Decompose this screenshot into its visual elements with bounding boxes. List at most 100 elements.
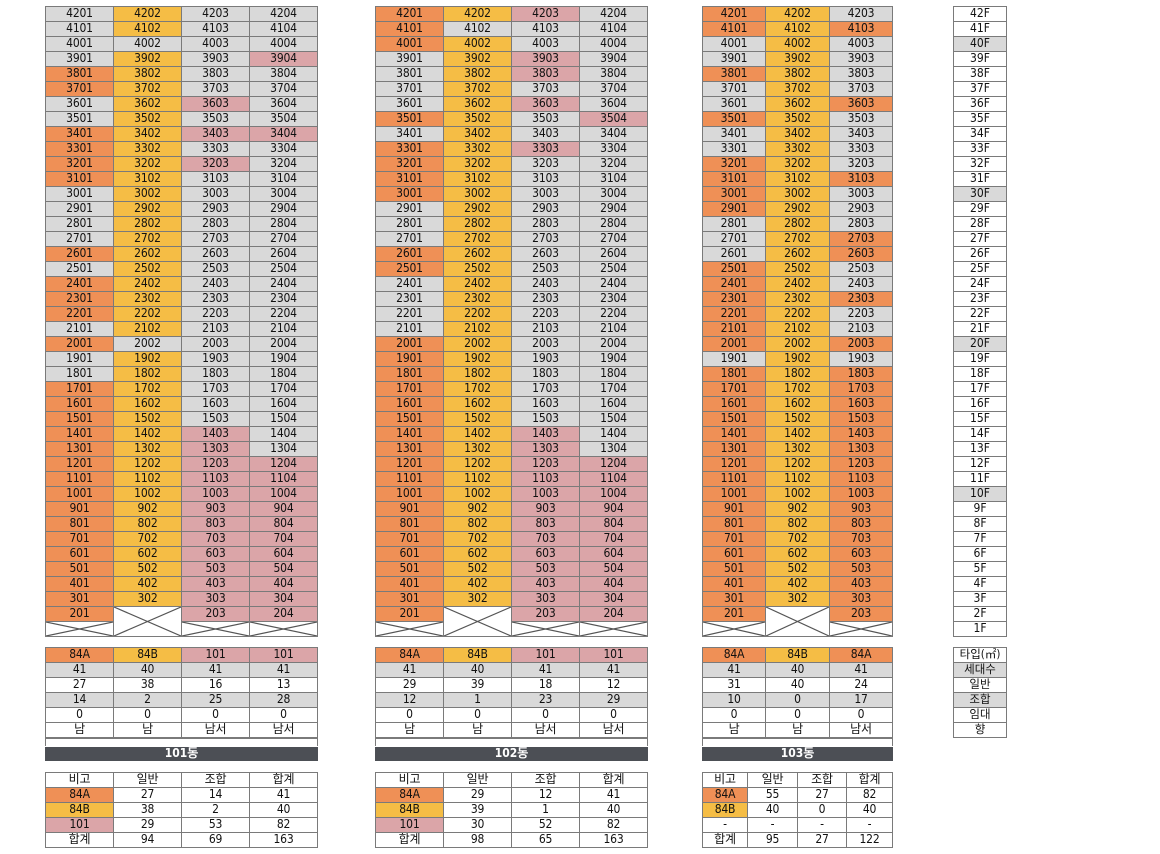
- unit-cell[interactable]: 2901: [702, 201, 766, 217]
- unit-cell[interactable]: 3204: [579, 156, 648, 172]
- unit-cell[interactable]: 1504: [579, 411, 648, 427]
- unit-cell[interactable]: 1503: [829, 411, 893, 427]
- unit-cell[interactable]: 2501: [702, 261, 766, 277]
- unit-cell[interactable]: 501: [375, 561, 444, 577]
- unit-cell[interactable]: 504: [249, 561, 318, 577]
- unit-cell[interactable]: 4203: [181, 6, 250, 22]
- unit-cell[interactable]: 1702: [765, 381, 830, 397]
- unit-cell[interactable]: 2702: [765, 231, 830, 247]
- unit-cell[interactable]: 503: [181, 561, 250, 577]
- unit-cell[interactable]: 4103: [829, 21, 893, 37]
- unit-cell[interactable]: 2104: [249, 321, 318, 337]
- unit-cell[interactable]: 901: [45, 501, 114, 517]
- unit-cell[interactable]: 3503: [181, 111, 250, 127]
- unit-cell[interactable]: 704: [579, 531, 648, 547]
- unit-cell[interactable]: 2003: [181, 336, 250, 352]
- unit-cell[interactable]: 703: [511, 531, 580, 547]
- unit-cell[interactable]: 1901: [702, 351, 766, 367]
- unit-cell[interactable]: 2704: [579, 231, 648, 247]
- unit-cell[interactable]: 2202: [113, 306, 182, 322]
- unit-cell[interactable]: 1602: [113, 396, 182, 412]
- unit-cell[interactable]: 3903: [829, 51, 893, 67]
- unit-cell[interactable]: 1401: [702, 426, 766, 442]
- unit-cell[interactable]: 4004: [579, 36, 648, 52]
- unit-cell[interactable]: 801: [375, 516, 444, 532]
- unit-cell[interactable]: 3402: [113, 126, 182, 142]
- unit-cell[interactable]: 3504: [579, 111, 648, 127]
- unit-cell[interactable]: 1503: [511, 411, 580, 427]
- unit-cell[interactable]: 1204: [579, 456, 648, 472]
- unit-cell[interactable]: 1801: [45, 366, 114, 382]
- unit-cell[interactable]: 1404: [249, 426, 318, 442]
- unit-cell[interactable]: 1102: [765, 471, 830, 487]
- unit-cell[interactable]: 1502: [443, 411, 512, 427]
- unit-cell[interactable]: 1802: [765, 366, 830, 382]
- unit-cell[interactable]: 3103: [829, 171, 893, 187]
- unit-cell[interactable]: 3804: [579, 66, 648, 82]
- unit-cell[interactable]: 802: [443, 516, 512, 532]
- unit-cell[interactable]: 2203: [829, 306, 893, 322]
- unit-cell[interactable]: 2303: [511, 291, 580, 307]
- unit-cell[interactable]: 4202: [113, 6, 182, 22]
- unit-cell[interactable]: 1202: [765, 456, 830, 472]
- unit-cell[interactable]: 1903: [829, 351, 893, 367]
- unit-cell[interactable]: 401: [702, 576, 766, 592]
- unit-cell[interactable]: 3102: [443, 171, 512, 187]
- unit-cell[interactable]: 3901: [45, 51, 114, 67]
- unit-cell[interactable]: 1501: [702, 411, 766, 427]
- unit-cell[interactable]: 3403: [181, 126, 250, 142]
- unit-cell[interactable]: 801: [702, 516, 766, 532]
- unit-cell[interactable]: 3503: [829, 111, 893, 127]
- unit-cell[interactable]: 204: [249, 606, 318, 622]
- unit-cell[interactable]: 4001: [702, 36, 766, 52]
- unit-cell[interactable]: 2904: [579, 201, 648, 217]
- unit-cell[interactable]: 1004: [579, 486, 648, 502]
- unit-cell[interactable]: 1201: [375, 456, 444, 472]
- unit-cell[interactable]: 2203: [181, 306, 250, 322]
- unit-cell[interactable]: 2701: [375, 231, 444, 247]
- unit-cell[interactable]: 3002: [765, 186, 830, 202]
- unit-cell[interactable]: 2403: [181, 276, 250, 292]
- unit-cell[interactable]: 1502: [113, 411, 182, 427]
- unit-cell[interactable]: 3901: [375, 51, 444, 67]
- unit-cell[interactable]: 2601: [375, 246, 444, 262]
- unit-cell[interactable]: 2103: [829, 321, 893, 337]
- unit-cell[interactable]: 3101: [702, 171, 766, 187]
- unit-cell[interactable]: 1203: [829, 456, 893, 472]
- unit-cell[interactable]: 902: [443, 501, 512, 517]
- unit-cell[interactable]: 3601: [702, 96, 766, 112]
- unit-cell[interactable]: 602: [443, 546, 512, 562]
- unit-cell[interactable]: 2403: [511, 276, 580, 292]
- unit-cell[interactable]: 203: [181, 606, 250, 622]
- unit-cell[interactable]: 4001: [375, 36, 444, 52]
- unit-cell[interactable]: 3701: [702, 81, 766, 97]
- unit-cell[interactable]: 2002: [443, 336, 512, 352]
- unit-cell[interactable]: 3802: [765, 66, 830, 82]
- unit-cell[interactable]: 3002: [443, 186, 512, 202]
- unit-cell[interactable]: 4104: [579, 21, 648, 37]
- unit-cell[interactable]: 2204: [579, 306, 648, 322]
- unit-cell[interactable]: 3601: [45, 96, 114, 112]
- unit-cell[interactable]: 4102: [113, 21, 182, 37]
- unit-cell[interactable]: 2501: [375, 261, 444, 277]
- unit-cell[interactable]: 3701: [45, 81, 114, 97]
- unit-cell[interactable]: 1602: [443, 396, 512, 412]
- unit-cell[interactable]: 902: [113, 501, 182, 517]
- unit-cell[interactable]: 1104: [249, 471, 318, 487]
- unit-cell[interactable]: 3803: [181, 66, 250, 82]
- unit-cell[interactable]: 1103: [511, 471, 580, 487]
- unit-cell[interactable]: 1304: [249, 441, 318, 457]
- unit-cell[interactable]: 1501: [375, 411, 444, 427]
- unit-cell[interactable]: 2801: [375, 216, 444, 232]
- unit-cell[interactable]: 1001: [702, 486, 766, 502]
- unit-cell[interactable]: 3003: [829, 186, 893, 202]
- unit-cell[interactable]: 1003: [181, 486, 250, 502]
- unit-cell[interactable]: 1002: [443, 486, 512, 502]
- unit-cell[interactable]: 1601: [375, 396, 444, 412]
- unit-cell[interactable]: 4202: [443, 6, 512, 22]
- unit-cell[interactable]: 1303: [181, 441, 250, 457]
- unit-cell[interactable]: 3403: [829, 126, 893, 142]
- unit-cell[interactable]: 3301: [45, 141, 114, 157]
- unit-cell[interactable]: 3004: [579, 186, 648, 202]
- unit-cell[interactable]: 1101: [375, 471, 444, 487]
